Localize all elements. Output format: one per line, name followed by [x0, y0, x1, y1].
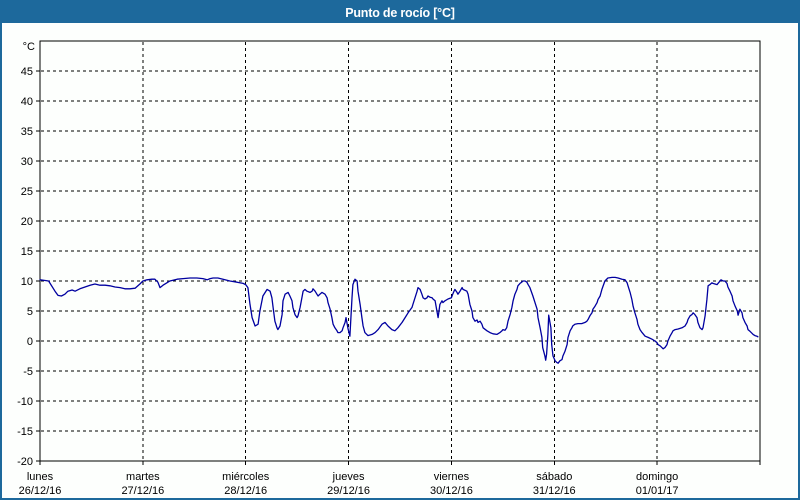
- y-axis-label: -5: [23, 366, 33, 378]
- x-axis-day-label: lunes: [27, 471, 54, 483]
- y-axis-label: 35: [21, 126, 33, 138]
- x-axis-date-label: 01/01/17: [636, 485, 679, 497]
- y-axis-label: 45: [21, 66, 33, 78]
- x-axis-date-label: 28/12/16: [224, 485, 267, 497]
- y-axis-label: 30: [21, 156, 33, 168]
- x-axis-date-label: 26/12/16: [19, 485, 62, 497]
- dew-point-series-line: [39, 276, 759, 364]
- x-axis-day-label: domingo: [636, 471, 678, 483]
- plot-frame: [39, 40, 761, 462]
- x-axis-date-label: 30/12/16: [430, 485, 473, 497]
- x-axis-day-label: jueves: [332, 471, 365, 483]
- y-axis-label: 20: [21, 216, 33, 228]
- y-axis-label: 0: [27, 336, 33, 348]
- y-axis-label: 5: [27, 306, 33, 318]
- x-axis-day-label: viernes: [434, 471, 470, 483]
- y-axis-label: -10: [17, 396, 33, 408]
- y-axis-label: 15: [21, 246, 33, 258]
- y-axis-label: 10: [21, 276, 33, 288]
- title-bar: Punto de rocío [°C]: [2, 2, 798, 23]
- x-axis-day-label: sábado: [536, 471, 572, 483]
- x-axis-day-label: martes: [126, 471, 160, 483]
- y-axis-label: -15: [17, 426, 33, 438]
- x-axis-date-label: 29/12/16: [327, 485, 370, 497]
- x-axis-date-label: 27/12/16: [121, 485, 164, 497]
- y-axis-label: -20: [17, 456, 33, 468]
- page-title: Punto de rocío [°C]: [345, 5, 455, 20]
- y-axis-label: 40: [21, 96, 33, 108]
- y-axis-label: 25: [21, 186, 33, 198]
- x-axis-date-label: 31/12/16: [533, 485, 576, 497]
- y-axis-unit-label: °C: [23, 41, 35, 53]
- x-axis-day-label: miércoles: [222, 471, 270, 483]
